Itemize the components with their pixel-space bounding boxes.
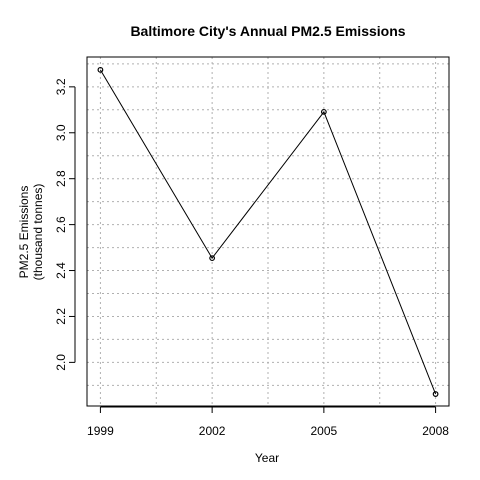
y-tick-label: 2.8	[54, 170, 68, 187]
data-point	[97, 66, 104, 73]
y-tick-label: 2.4	[54, 262, 68, 279]
data-point	[320, 108, 327, 115]
series-line	[99, 69, 437, 395]
data-points	[97, 66, 439, 397]
x-tick-label: 2002	[199, 424, 226, 438]
y-axis-label-line-2: (thousand tonnes)	[31, 184, 45, 281]
data-point	[209, 255, 216, 262]
x-tick-label: 2008	[422, 424, 449, 438]
y-axis-label-line-1: PM2.5 Emissions	[17, 186, 31, 279]
plot-frame	[86, 56, 450, 407]
y-tick-label: 3.2	[54, 78, 68, 95]
x-axis: 1999 2002 2005 2008	[87, 406, 449, 438]
y-tick-label: 2.0	[54, 354, 68, 371]
x-tick-label: 1999	[87, 424, 114, 438]
grid-lines	[87, 57, 449, 406]
chart-title: Baltimore City's Annual PM2.5 Emissions	[130, 23, 405, 39]
y-tick-label: 3.0	[54, 124, 68, 141]
x-tick-label: 2005	[311, 424, 338, 438]
y-tick-label: 2.2	[54, 308, 68, 325]
data-point	[432, 391, 439, 397]
y-tick-label: 2.6	[54, 216, 68, 233]
x-axis-label: Year	[255, 451, 279, 465]
y-axis: 2.0 2.2 2.4 2.6 2.8 3.0 3.2	[54, 78, 76, 371]
